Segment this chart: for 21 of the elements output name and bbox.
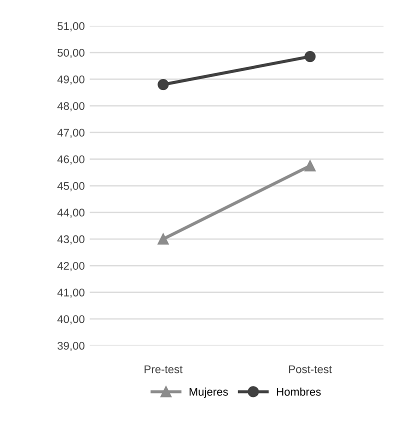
y-tick-label: 39,00 bbox=[58, 342, 84, 352]
point bbox=[304, 160, 316, 172]
y-tick-label: 48,00 bbox=[57, 102, 84, 112]
y-tick-label: 40,00 bbox=[57, 315, 84, 324]
y-tick-label: 44,00 bbox=[57, 208, 84, 218]
y-tick-label: 41,00 bbox=[57, 288, 84, 298]
y-tick-label: 42,00 bbox=[57, 262, 84, 272]
point bbox=[158, 233, 169, 245]
x-tick-label: Post-test bbox=[289, 365, 332, 374]
legend-label: Mujeres bbox=[190, 388, 228, 398]
legend-label: Hombres bbox=[276, 388, 321, 396]
y-tick-label: 46,00 bbox=[57, 155, 84, 165]
y-tick-label: 43,00 bbox=[57, 235, 84, 244]
point bbox=[158, 78, 169, 90]
x-tick-label: Pre-test bbox=[144, 365, 183, 374]
y-tick-label: 51,00 bbox=[58, 22, 84, 32]
y-tick-label: 45,00 bbox=[57, 182, 84, 192]
point bbox=[304, 51, 316, 62]
y-tick-label: 47,00 bbox=[57, 128, 84, 138]
y-tick-label: 50,00 bbox=[58, 48, 84, 58]
y-tick-label: 49,00 bbox=[57, 75, 84, 85]
